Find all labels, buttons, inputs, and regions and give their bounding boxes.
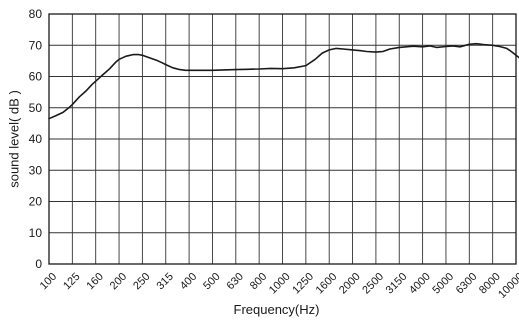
x-tick-label: 200 — [108, 271, 129, 292]
x-tick-label: 125 — [61, 271, 82, 292]
y-tick-label: 40 — [29, 132, 43, 146]
y-tick-label: 10 — [29, 226, 43, 240]
grid — [48, 13, 517, 265]
x-tick-label: 6300 — [454, 271, 480, 297]
series-group — [48, 42, 519, 120]
x-tick-label: 3150 — [384, 271, 410, 297]
x-tick-labels: 100 125 160 200 250 315 400 500 630 8001000125016… — [38, 271, 519, 301]
x-tick-label: 800 — [248, 271, 269, 292]
y-tick-label: 60 — [29, 70, 43, 84]
y-tick-label: 20 — [29, 195, 43, 209]
x-tick-label: 5000 — [430, 271, 456, 297]
y-tick-label: 80 — [29, 7, 43, 21]
plot-frame — [48, 13, 517, 265]
x-tick-label: 100 — [38, 271, 59, 292]
y-tick-label: 70 — [29, 38, 43, 52]
x-tick-label: 2500 — [360, 271, 386, 297]
y-tick-labels: 0 10 20 30 40 50 60 70 80 — [29, 7, 43, 271]
x-tick-label: 2000 — [337, 271, 363, 297]
x-tick-label: 400 — [178, 271, 199, 292]
x-tick-label: 1250 — [290, 271, 316, 297]
y-tick-label: 50 — [29, 101, 43, 115]
x-tick-label: 160 — [84, 271, 105, 292]
x-axis-label: Frequency(Hz) — [234, 302, 320, 317]
x-tick-label: 4000 — [407, 271, 433, 297]
y-tick-label: 0 — [35, 257, 42, 271]
x-tick-label: 630 — [225, 271, 246, 292]
x-tick-label: 500 — [201, 271, 222, 292]
x-tick-label: 315 — [154, 271, 175, 292]
series-line — [48, 42, 519, 120]
y-axis-label: sound level( dB ) — [7, 90, 22, 188]
x-tick-label: 10000 — [496, 271, 519, 301]
x-tick-label: 1000 — [267, 271, 293, 297]
x-tick-label: 1600 — [314, 271, 340, 297]
x-tick-label: 250 — [131, 271, 152, 292]
y-tick-label: 30 — [29, 163, 43, 177]
